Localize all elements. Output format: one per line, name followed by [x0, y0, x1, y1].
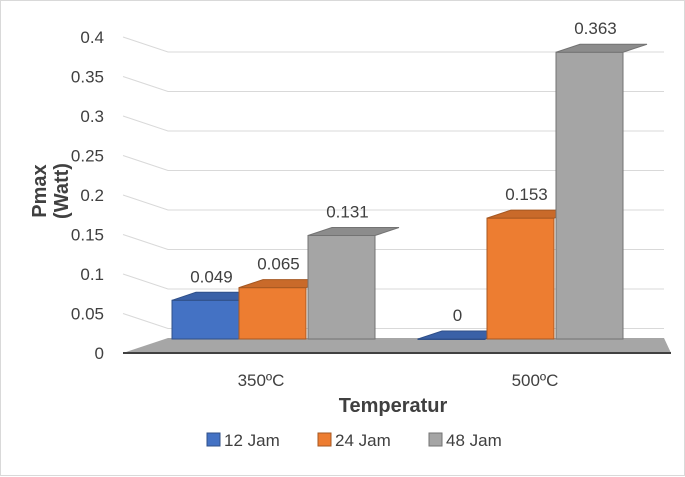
bar-front — [307, 235, 376, 340]
y-tick-label: 0.2 — [80, 186, 104, 205]
chart-floor — [123, 338, 671, 354]
legend-swatch — [428, 432, 443, 447]
y-tick-label: 0.05 — [71, 305, 104, 324]
gridline — [122, 194, 664, 211]
x-axis-title: Temperatur — [339, 395, 448, 417]
bar-front — [486, 217, 555, 340]
gridlines — [122, 36, 664, 329]
y-tick-labels: 0 0.05 0.1 0.15 0.2 0.25 0.3 0.35 0.4 — [71, 28, 104, 363]
bar-front — [238, 287, 307, 340]
bar-front — [171, 299, 240, 340]
x-tick-labels: 350ºC 500ºC — [238, 371, 559, 390]
bars — [171, 43, 648, 340]
gridline — [122, 115, 664, 132]
y-tick-label: 0.4 — [80, 28, 104, 47]
legend-swatch — [206, 432, 221, 447]
y-axis-title-line1: Pmax — [29, 164, 51, 217]
y-axis-title-line2: (Watt) — [51, 163, 73, 219]
legend-label: 24 Jam — [335, 431, 391, 450]
y-tick-label: 0.35 — [71, 68, 104, 87]
data-label: 0.153 — [505, 185, 548, 204]
bar-top — [555, 43, 648, 53]
legend-label: 12 Jam — [224, 431, 280, 450]
bar — [486, 209, 579, 340]
data-label: 0.049 — [190, 267, 233, 286]
x-tick-label: 500ºC — [512, 371, 559, 390]
bar — [238, 279, 331, 340]
data-labels: 0.049 0 0.065 0.153 0.131 0.363 — [190, 19, 617, 325]
bar-top — [307, 227, 400, 237]
legend-swatch — [317, 432, 332, 447]
data-label: 0.363 — [574, 19, 617, 38]
data-label: 0.065 — [257, 255, 300, 274]
data-label: 0.131 — [326, 203, 369, 222]
bar — [417, 330, 510, 340]
gridline — [122, 155, 664, 171]
gridline — [122, 76, 664, 92]
y-tick-label: 0.15 — [71, 226, 104, 245]
floor-plane — [123, 338, 671, 353]
y-tick-label: 0.3 — [80, 107, 104, 126]
bar-front — [555, 51, 624, 340]
gridline — [122, 36, 664, 53]
y-tick-label: 0.1 — [80, 265, 104, 284]
legend-label: 48 Jam — [446, 431, 502, 450]
bar — [555, 43, 648, 340]
data-label: 0 — [453, 306, 462, 325]
y-tick-label: 0.25 — [71, 147, 104, 166]
bar — [307, 227, 400, 340]
x-tick-label: 350ºC — [238, 371, 285, 390]
y-tick-label: 0 — [95, 344, 104, 363]
legend: 12 Jam 24 Jam 48 Jam — [206, 431, 502, 450]
